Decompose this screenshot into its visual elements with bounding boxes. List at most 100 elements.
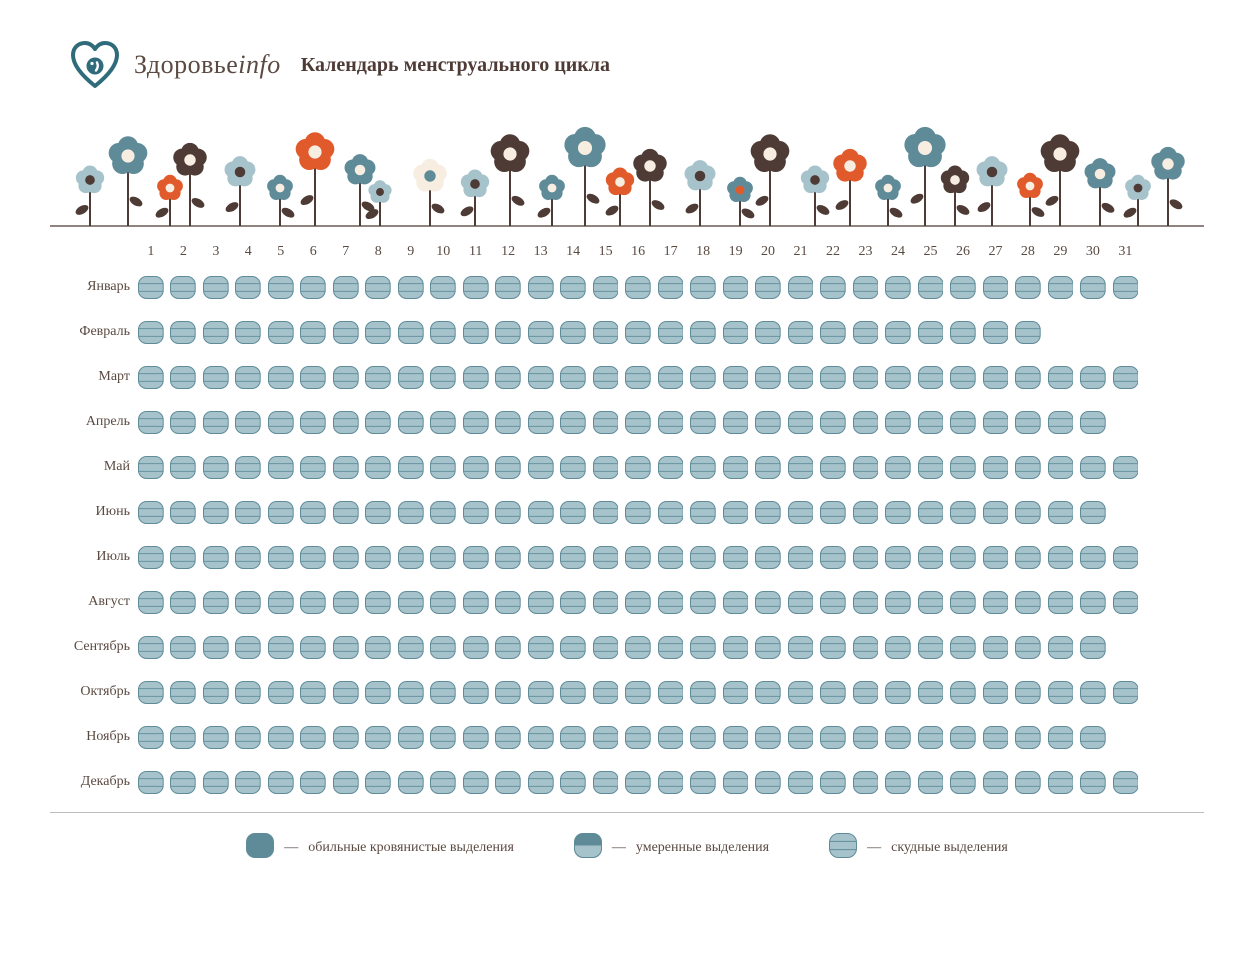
day-cell[interactable]	[170, 411, 196, 434]
day-cell[interactable]	[853, 366, 879, 389]
day-cell[interactable]	[950, 366, 976, 389]
day-cell[interactable]	[625, 276, 651, 299]
day-cell[interactable]	[1048, 456, 1074, 479]
day-cell[interactable]	[820, 591, 846, 614]
day-cell[interactable]	[723, 276, 749, 299]
day-cell[interactable]	[723, 546, 749, 569]
day-cell[interactable]	[398, 681, 424, 704]
day-cell[interactable]	[885, 591, 911, 614]
day-cell[interactable]	[1048, 276, 1074, 299]
day-cell[interactable]	[138, 366, 164, 389]
day-cell[interactable]	[463, 726, 489, 749]
day-cell[interactable]	[203, 321, 229, 344]
day-cell[interactable]	[820, 681, 846, 704]
day-cell[interactable]	[885, 771, 911, 794]
day-cell[interactable]	[235, 501, 261, 524]
day-cell[interactable]	[658, 636, 684, 659]
day-cell[interactable]	[398, 546, 424, 569]
day-cell[interactable]	[950, 501, 976, 524]
day-cell[interactable]	[463, 276, 489, 299]
day-cell[interactable]	[268, 771, 294, 794]
day-cell[interactable]	[138, 636, 164, 659]
day-cell[interactable]	[625, 501, 651, 524]
day-cell[interactable]	[398, 456, 424, 479]
day-cell[interactable]	[528, 366, 554, 389]
day-cell[interactable]	[463, 411, 489, 434]
day-cell[interactable]	[1015, 591, 1041, 614]
day-cell[interactable]	[495, 546, 521, 569]
day-cell[interactable]	[950, 636, 976, 659]
day-cell[interactable]	[268, 591, 294, 614]
day-cell[interactable]	[690, 276, 716, 299]
day-cell[interactable]	[1113, 591, 1139, 614]
day-cell[interactable]	[235, 591, 261, 614]
day-cell[interactable]	[1080, 681, 1106, 704]
day-cell[interactable]	[625, 771, 651, 794]
day-cell[interactable]	[528, 276, 554, 299]
day-cell[interactable]	[495, 771, 521, 794]
day-cell[interactable]	[300, 546, 326, 569]
day-cell[interactable]	[463, 591, 489, 614]
day-cell[interactable]	[690, 636, 716, 659]
day-cell[interactable]	[820, 411, 846, 434]
day-cell[interactable]	[690, 501, 716, 524]
day-cell[interactable]	[333, 501, 359, 524]
day-cell[interactable]	[853, 771, 879, 794]
day-cell[interactable]	[625, 456, 651, 479]
day-cell[interactable]	[300, 501, 326, 524]
day-cell[interactable]	[495, 321, 521, 344]
day-cell[interactable]	[788, 366, 814, 389]
day-cell[interactable]	[138, 591, 164, 614]
day-cell[interactable]	[788, 321, 814, 344]
day-cell[interactable]	[1015, 411, 1041, 434]
day-cell[interactable]	[560, 411, 586, 434]
day-cell[interactable]	[495, 726, 521, 749]
day-cell[interactable]	[625, 591, 651, 614]
day-cell[interactable]	[593, 546, 619, 569]
day-cell[interactable]	[1080, 456, 1106, 479]
day-cell[interactable]	[918, 411, 944, 434]
day-cell[interactable]	[398, 276, 424, 299]
day-cell[interactable]	[918, 321, 944, 344]
day-cell[interactable]	[723, 456, 749, 479]
day-cell[interactable]	[625, 726, 651, 749]
day-cell[interactable]	[333, 591, 359, 614]
day-cell[interactable]	[495, 456, 521, 479]
day-cell[interactable]	[333, 411, 359, 434]
day-cell[interactable]	[658, 366, 684, 389]
day-cell[interactable]	[203, 591, 229, 614]
day-cell[interactable]	[203, 771, 229, 794]
day-cell[interactable]	[300, 636, 326, 659]
day-cell[interactable]	[170, 681, 196, 704]
day-cell[interactable]	[690, 456, 716, 479]
day-cell[interactable]	[398, 771, 424, 794]
day-cell[interactable]	[463, 321, 489, 344]
day-cell[interactable]	[235, 771, 261, 794]
day-cell[interactable]	[593, 456, 619, 479]
day-cell[interactable]	[918, 636, 944, 659]
day-cell[interactable]	[983, 366, 1009, 389]
day-cell[interactable]	[1015, 726, 1041, 749]
day-cell[interactable]	[820, 771, 846, 794]
day-cell[interactable]	[1113, 546, 1139, 569]
day-cell[interactable]	[560, 771, 586, 794]
day-cell[interactable]	[398, 321, 424, 344]
day-cell[interactable]	[268, 681, 294, 704]
day-cell[interactable]	[788, 636, 814, 659]
day-cell[interactable]	[1048, 546, 1074, 569]
day-cell[interactable]	[430, 726, 456, 749]
day-cell[interactable]	[528, 636, 554, 659]
day-cell[interactable]	[755, 546, 781, 569]
day-cell[interactable]	[203, 501, 229, 524]
day-cell[interactable]	[853, 276, 879, 299]
day-cell[interactable]	[170, 771, 196, 794]
day-cell[interactable]	[235, 726, 261, 749]
day-cell[interactable]	[365, 276, 391, 299]
day-cell[interactable]	[268, 501, 294, 524]
day-cell[interactable]	[658, 411, 684, 434]
day-cell[interactable]	[268, 636, 294, 659]
day-cell[interactable]	[235, 546, 261, 569]
day-cell[interactable]	[528, 501, 554, 524]
day-cell[interactable]	[495, 681, 521, 704]
day-cell[interactable]	[203, 546, 229, 569]
